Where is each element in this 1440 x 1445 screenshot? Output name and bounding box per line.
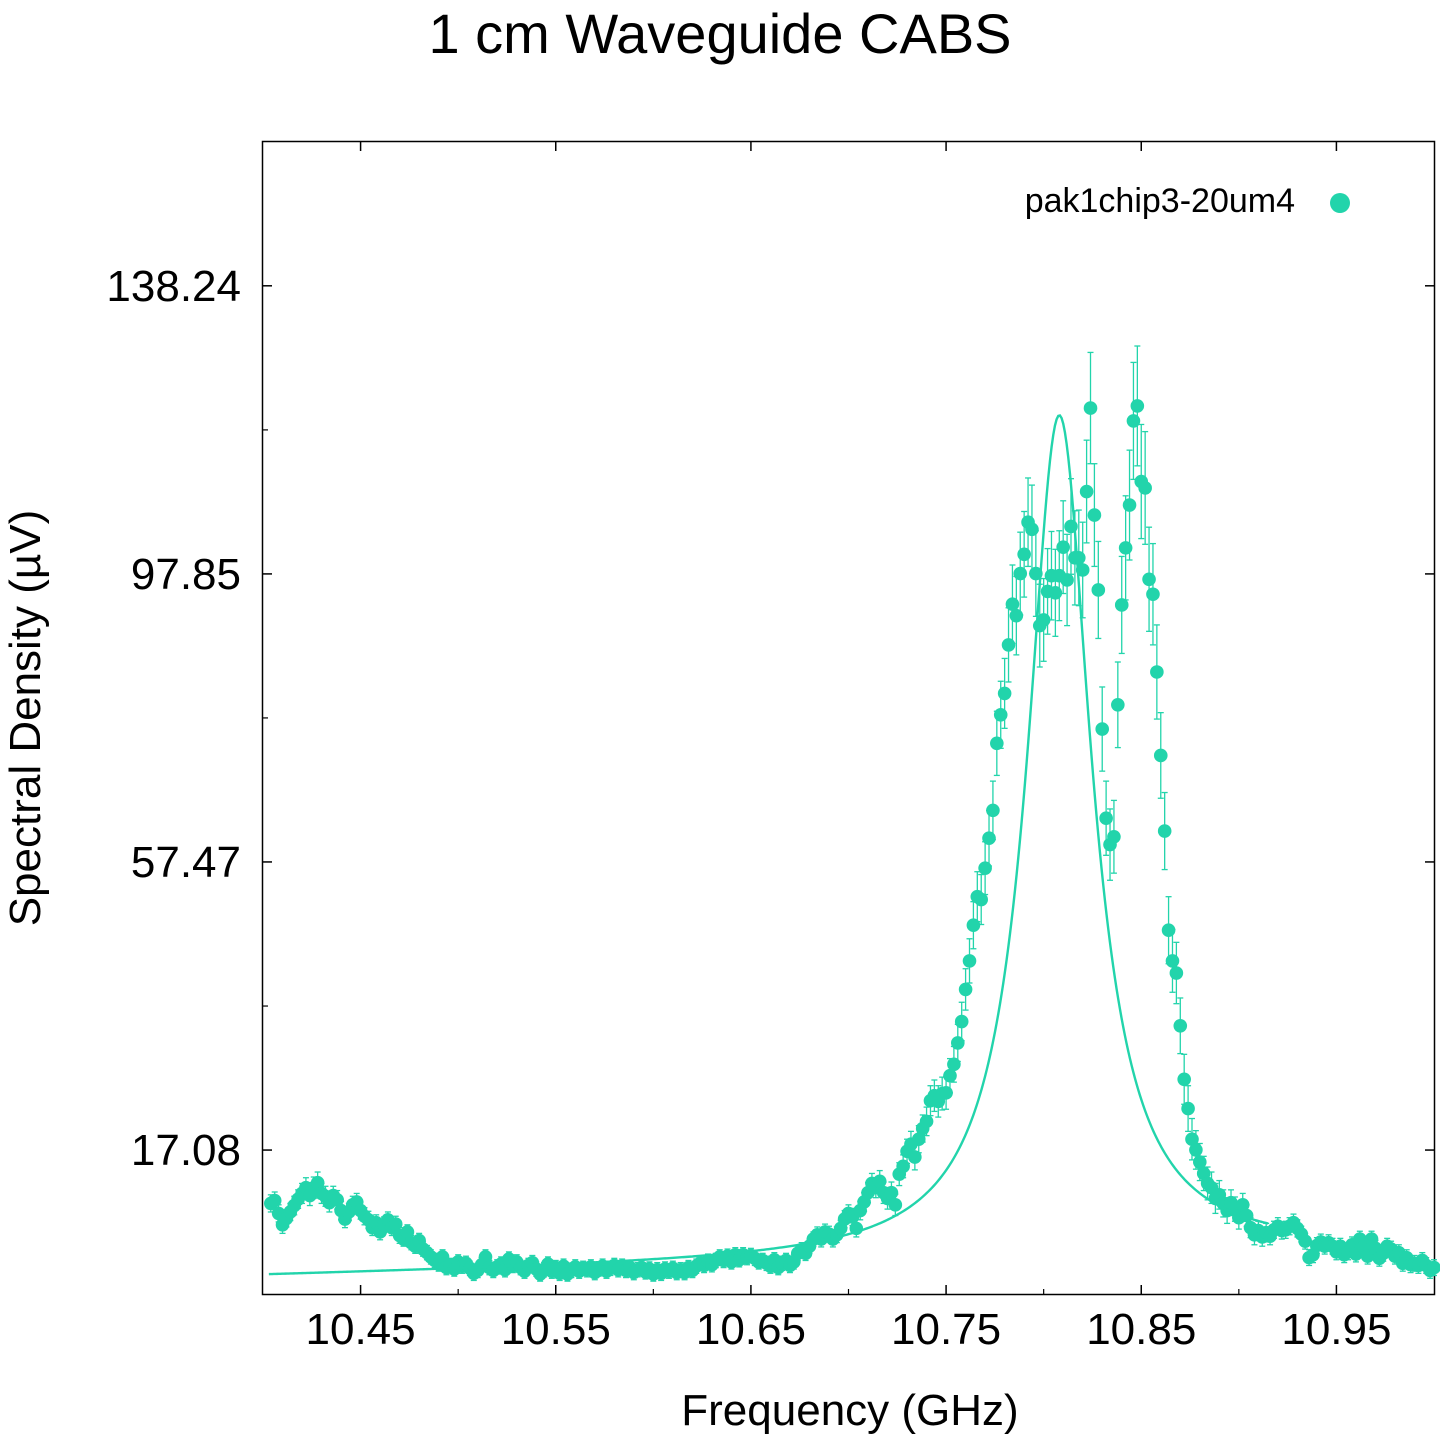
data-point xyxy=(986,803,1000,818)
data-point xyxy=(1150,665,1164,679)
data-point xyxy=(958,982,973,997)
y-tick-label: 138.24 xyxy=(106,262,241,311)
data-point xyxy=(1142,572,1156,587)
data-point xyxy=(330,1193,344,1207)
data-point xyxy=(1111,698,1125,712)
data-point xyxy=(1079,484,1094,499)
data-point xyxy=(950,1036,965,1050)
data-point xyxy=(310,1175,325,1190)
data-point xyxy=(1189,1143,1203,1157)
data-point xyxy=(1173,1018,1188,1033)
chart-title: 1 cm Waveguide CABS xyxy=(428,2,1011,65)
fit-curve xyxy=(268,414,1269,1276)
data-point xyxy=(1165,954,1180,968)
legend-marker xyxy=(1330,193,1350,213)
data-point xyxy=(1177,1072,1191,1087)
y-axis: 17.08 57.47 97.85 138.24 xyxy=(106,262,1434,1175)
data-point xyxy=(896,1159,910,1174)
data-point xyxy=(1001,638,1016,652)
data-points xyxy=(264,399,1440,1281)
y-tick-label: 17.08 xyxy=(131,1126,241,1175)
data-point xyxy=(1193,1155,1207,1169)
data-point xyxy=(962,954,977,968)
data-point xyxy=(1146,587,1160,602)
data-point xyxy=(1056,540,1070,554)
data-point xyxy=(1114,598,1129,612)
y-tick-label: 57.47 xyxy=(131,838,241,887)
data-point xyxy=(911,1132,926,1147)
data-point xyxy=(1107,829,1121,844)
data-point xyxy=(1060,573,1074,587)
plot-frame xyxy=(261,140,1436,1296)
legend: pak1chip3-20um4 xyxy=(1025,182,1350,220)
data-point xyxy=(1091,583,1106,597)
data-point xyxy=(1298,1234,1312,1249)
data-point xyxy=(1025,522,1039,537)
data-point xyxy=(943,1068,957,1083)
data-point xyxy=(400,1225,415,1239)
data-point xyxy=(1126,414,1141,428)
x-axis-label: Frequency (GHz) xyxy=(681,1386,1018,1435)
data-point xyxy=(1036,613,1051,627)
data-point xyxy=(888,1198,903,1212)
data-point xyxy=(1009,608,1024,623)
data-point xyxy=(884,1185,899,1200)
data-point xyxy=(1118,541,1133,555)
x-tick-label: 10.75 xyxy=(891,1305,1001,1354)
data-point xyxy=(966,918,981,933)
data-point xyxy=(954,1014,969,1029)
data-point xyxy=(1087,508,1102,522)
data-point xyxy=(939,1086,953,1100)
data-point xyxy=(1235,1198,1250,1212)
data-point xyxy=(982,831,996,845)
data-point xyxy=(388,1217,403,1231)
data-point xyxy=(1122,498,1137,512)
x-tick-label: 10.85 xyxy=(1086,1305,1196,1354)
data-point xyxy=(872,1174,887,1189)
fit-curve-group xyxy=(268,414,1269,1276)
data-point xyxy=(919,1114,934,1129)
x-tick-label: 10.65 xyxy=(696,1305,806,1354)
data-point xyxy=(1099,811,1113,826)
data-point xyxy=(1095,722,1110,736)
x-tick-label: 10.55 xyxy=(501,1305,611,1354)
data-point xyxy=(1130,399,1145,413)
data-point xyxy=(1005,597,1020,612)
data-point xyxy=(478,1250,493,1264)
data-point xyxy=(1181,1101,1195,1116)
legend-label: pak1chip3-20um4 xyxy=(1025,182,1295,220)
data-point xyxy=(1083,401,1098,415)
data-point xyxy=(1075,563,1090,577)
x-axis: 10.45 10.55 10.65 10.75 10.85 10.95 xyxy=(306,142,1391,1354)
data-point xyxy=(1169,966,1184,980)
y-tick-label: 97.85 xyxy=(131,550,241,599)
data-point xyxy=(1161,923,1176,938)
data-point xyxy=(974,892,989,907)
data-point xyxy=(1153,748,1168,763)
x-tick-label: 10.45 xyxy=(306,1305,416,1354)
data-point xyxy=(990,736,1004,751)
data-point xyxy=(978,861,992,875)
error-bars xyxy=(267,345,1437,1282)
data-point xyxy=(993,707,1008,722)
data-point xyxy=(1157,824,1172,838)
data-point xyxy=(1071,551,1086,565)
data-point xyxy=(1013,566,1028,581)
y-axis-label: Spectral Density (µV) xyxy=(1,510,50,927)
data-point xyxy=(1427,1260,1440,1275)
x-tick-label: 10.95 xyxy=(1281,1305,1391,1354)
data-point xyxy=(947,1057,961,1072)
data-point xyxy=(1185,1132,1199,1147)
data-point xyxy=(267,1193,282,1208)
data-point xyxy=(1048,586,1063,600)
data-point xyxy=(1017,547,1031,562)
data-point xyxy=(908,1150,922,1164)
data-point xyxy=(1138,481,1152,495)
data-point xyxy=(997,686,1012,701)
